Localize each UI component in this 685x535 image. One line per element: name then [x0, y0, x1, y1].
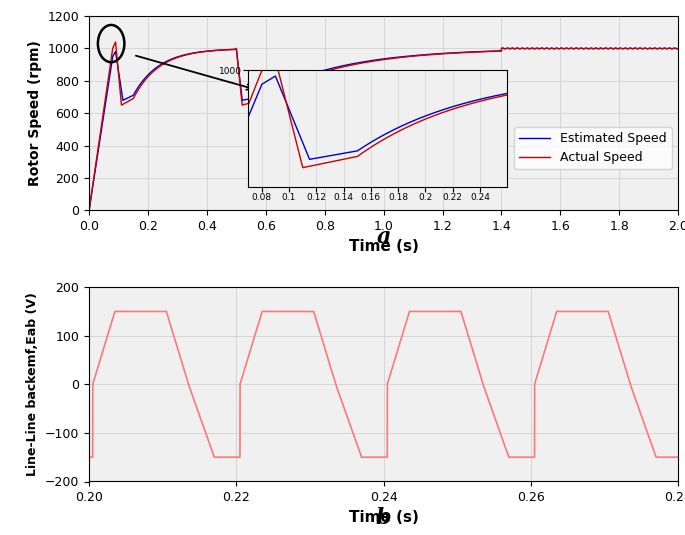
X-axis label: Time (s): Time (s) — [349, 239, 419, 254]
Estimated Speed — [527, 45, 536, 51]
Actual Speed — [117, 98, 125, 105]
Estimated Speed — [260, 91, 268, 98]
Text: b: b — [376, 507, 391, 529]
Estimated Speed — [85, 207, 93, 213]
Actual Speed — [85, 207, 93, 213]
Y-axis label: Line-Line backemf,Eab (V): Line-Line backemf,Eab (V) — [27, 292, 40, 476]
Estimated Speed — [355, 59, 363, 66]
Actual Speed — [674, 45, 682, 52]
Actual Speed — [527, 45, 536, 51]
Estimated Speed — [389, 55, 397, 61]
Actual Speed — [260, 95, 268, 101]
Estimated Speed — [117, 85, 125, 91]
Actual Speed — [112, 39, 120, 45]
Actual Speed — [355, 60, 363, 67]
Estimated Speed — [460, 49, 468, 56]
Text: a: a — [377, 226, 390, 248]
Y-axis label: Rotor Speed (rpm): Rotor Speed (rpm) — [28, 40, 42, 186]
Line: Estimated Speed: Estimated Speed — [89, 48, 678, 210]
Estimated Speed — [513, 45, 521, 51]
Estimated Speed — [674, 45, 682, 51]
X-axis label: Time (s): Time (s) — [349, 510, 419, 525]
Legend: Estimated Speed, Actual Speed: Estimated Speed, Actual Speed — [514, 127, 672, 170]
Actual Speed — [460, 49, 468, 56]
Actual Speed — [389, 55, 397, 62]
Line: Actual Speed: Actual Speed — [89, 42, 678, 210]
